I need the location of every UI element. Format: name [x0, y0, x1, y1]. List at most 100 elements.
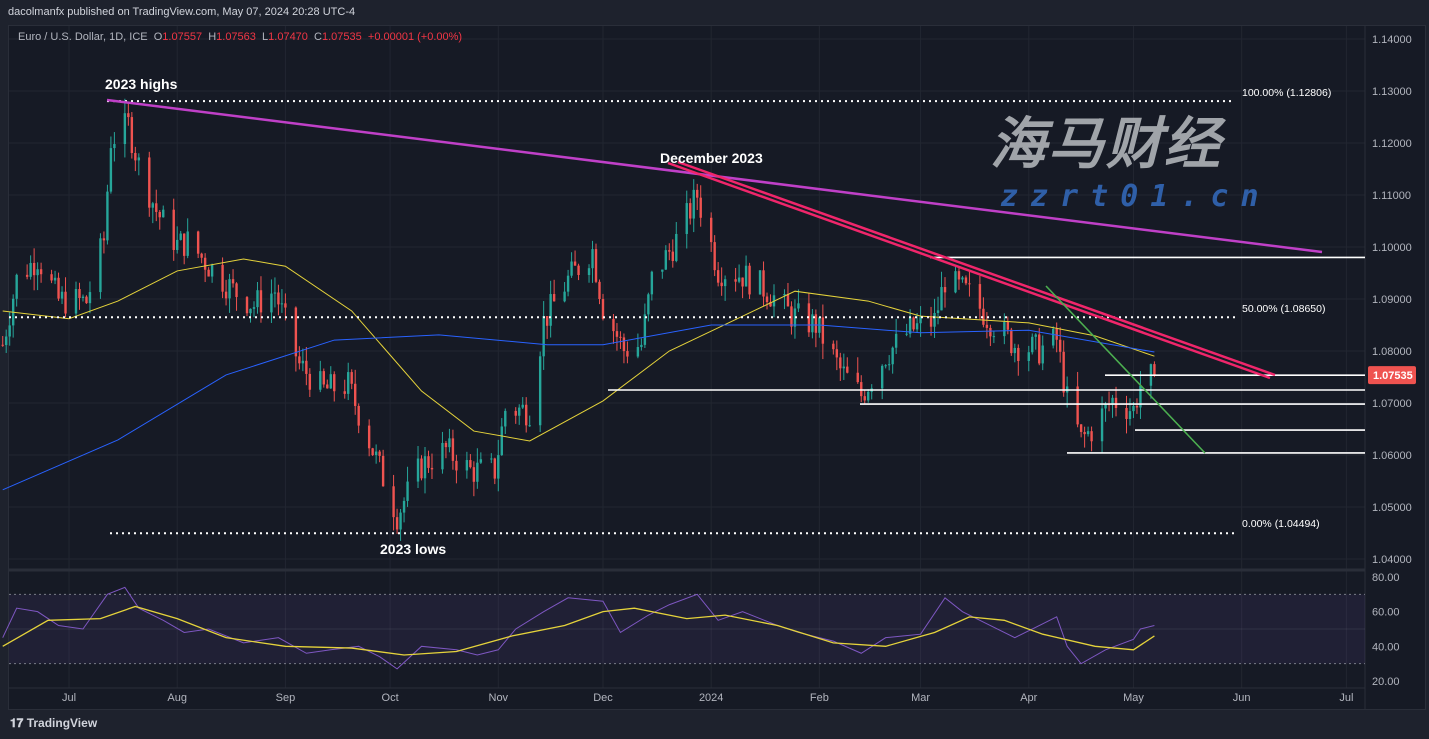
candle-body [1132, 405, 1135, 412]
candle-body [1125, 408, 1128, 419]
candle-body [839, 357, 842, 369]
candle-body [640, 344, 643, 348]
low-label: L [262, 31, 269, 43]
candle-body [1055, 328, 1058, 340]
candle-body [769, 302, 772, 307]
y-tick-label: 1.14000 [1372, 34, 1412, 46]
candle-body [758, 270, 762, 295]
rsi-band [9, 594, 1365, 664]
moving-average-slow [2, 324, 1155, 491]
candle-body [172, 209, 175, 250]
candle-body [846, 366, 849, 373]
candle-body [675, 233, 678, 261]
y-tick-label: 1.08000 [1372, 346, 1412, 358]
candle-body [835, 349, 839, 358]
candle-body [85, 296, 88, 304]
candle-body [176, 239, 179, 250]
candle-body [186, 231, 189, 256]
candle-body [867, 391, 870, 401]
candle-body [8, 325, 11, 337]
candle-body [259, 290, 263, 313]
candle-body [29, 262, 32, 277]
candle-body [661, 269, 664, 272]
rsi-tick-label: 80.00 [1372, 572, 1400, 584]
candle-body [647, 294, 650, 315]
candle-body [566, 275, 570, 292]
candle-body [919, 317, 922, 324]
candle-body [954, 271, 957, 293]
candle-body [1104, 403, 1107, 409]
candle-body [472, 467, 476, 482]
candle-body [797, 303, 800, 309]
chart-frame[interactable] [8, 25, 1426, 710]
candle-body [1017, 347, 1020, 361]
candle-body [301, 360, 305, 364]
candle-body [15, 274, 18, 299]
candle-body [696, 189, 699, 198]
candle-body [863, 396, 866, 401]
candle-body [720, 282, 723, 287]
candle-body [155, 203, 158, 212]
candle-body [957, 271, 961, 280]
x-tick-label: 2024 [699, 692, 723, 704]
candle-body [601, 299, 605, 319]
last-price-label: 1.07535 [1373, 370, 1413, 382]
candle-body [884, 365, 887, 367]
open-value: 1.07557 [162, 31, 203, 43]
candle-body [842, 366, 845, 369]
candle-body [333, 374, 336, 392]
symbol-name: Euro / U.S. Dollar, 1D, ICE [18, 31, 148, 43]
candle-body [249, 308, 252, 314]
close-value: 1.07535 [322, 31, 362, 43]
rsi-tick-label: 40.00 [1372, 641, 1400, 653]
x-tick-label: Jul [62, 692, 76, 704]
candle-body [744, 265, 748, 287]
candle-body [713, 242, 716, 271]
candle-body [305, 360, 308, 374]
candle-body [650, 271, 654, 295]
candle-body [57, 277, 60, 299]
candle-body [399, 512, 402, 530]
high-label: H [208, 31, 217, 43]
candle-body [664, 250, 668, 270]
candle-body [39, 269, 43, 275]
rsi-tick-label: 20.00 [1372, 676, 1400, 688]
candle-body [74, 289, 78, 314]
candle-body [500, 426, 503, 456]
candle-body [113, 144, 116, 149]
high-value: 1.07563 [216, 31, 256, 43]
candle-body [416, 458, 420, 482]
candle-body [692, 189, 695, 219]
candle-body [127, 113, 130, 118]
candle-body [716, 270, 720, 283]
candle-body [308, 373, 312, 390]
candle-body [811, 314, 814, 333]
y-tick-label: 1.09000 [1372, 294, 1412, 306]
candle-body [430, 467, 434, 470]
candle-body [465, 460, 469, 471]
candle-body [256, 290, 259, 308]
tradingview-logo[interactable]: 𝟏𝟕 TradingView [10, 716, 97, 731]
candle-body [1052, 328, 1055, 346]
moving-average-fast [2, 258, 1155, 442]
candle-body [64, 291, 67, 314]
candle-body [814, 314, 818, 333]
candle-body [1062, 351, 1065, 393]
candle-body [1010, 329, 1013, 354]
x-tick-label: Oct [382, 692, 399, 704]
fib-50-label: 50.00% (1.08650) [1242, 303, 1325, 315]
candle-body [402, 500, 406, 513]
candle-body [961, 277, 964, 280]
trendline-pink-lower [667, 161, 1271, 380]
candle-body [280, 303, 284, 305]
candle-body [1111, 397, 1114, 405]
x-tick-label: May [1123, 692, 1144, 704]
fib-100-label: 100.00% (1.12806) [1242, 87, 1331, 99]
candle-body [668, 250, 671, 252]
candle-body [1031, 336, 1034, 353]
candle-body [493, 458, 496, 479]
y-tick-label: 1.13000 [1372, 86, 1412, 98]
candle-body [748, 265, 751, 295]
candle-body [709, 217, 713, 243]
